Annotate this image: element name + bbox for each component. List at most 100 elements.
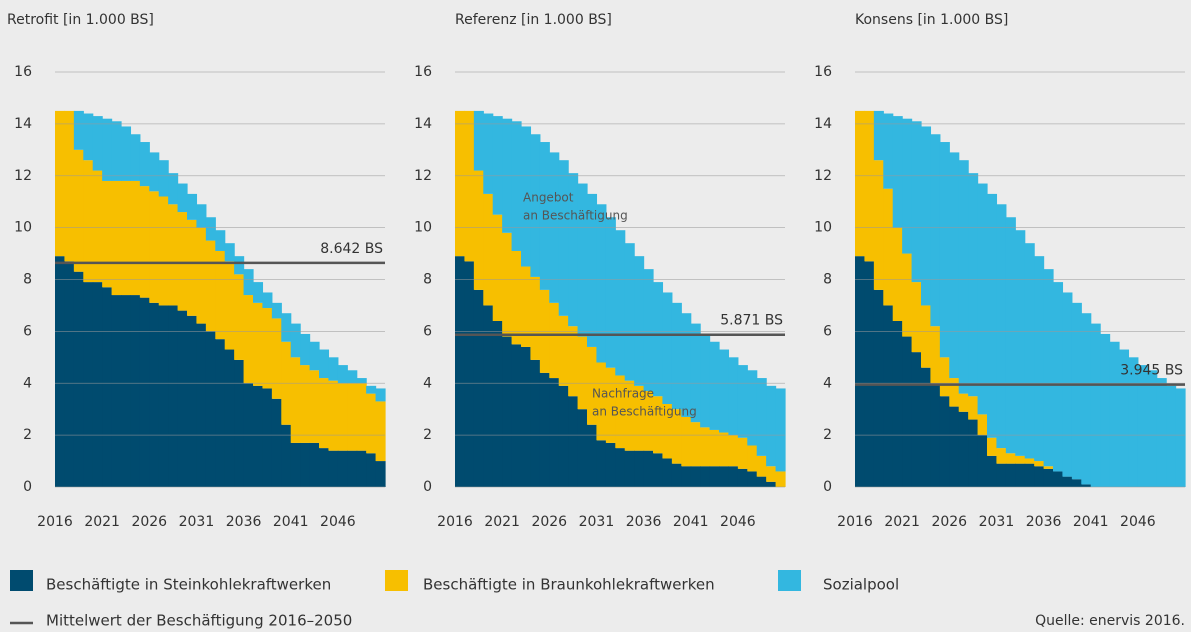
bar-segment (121, 126, 132, 181)
bar-segment (949, 378, 960, 407)
bar-segment (987, 455, 998, 487)
bar-segment (662, 404, 673, 459)
bar-segment (102, 287, 113, 487)
bar-segment (111, 180, 122, 296)
x-tick-label: 2041 (1073, 514, 1109, 530)
bar-segment (1081, 313, 1092, 485)
bar-segment (766, 385, 777, 467)
bar-segment (1071, 479, 1082, 487)
bar-segment (892, 321, 903, 487)
bar-segment (653, 396, 664, 454)
bar-segment (1128, 357, 1139, 487)
x-tick-label: 2041 (673, 514, 709, 530)
bar-segment (662, 292, 673, 404)
bar-segment (892, 116, 903, 228)
bar-segment (709, 429, 720, 467)
bar-segment (262, 292, 273, 309)
bar-segment (1024, 463, 1035, 487)
bar-segment (83, 160, 94, 283)
bar-segment (149, 152, 160, 192)
bar-segment (605, 217, 616, 368)
annotation: Angebot (523, 191, 574, 205)
bar-segment (1053, 282, 1064, 472)
bar-segment (187, 193, 198, 220)
bar-segment (215, 339, 226, 487)
bar-segment (1156, 378, 1167, 487)
y-tick-label: 10 (14, 220, 32, 236)
bar-segment (996, 463, 1007, 487)
bar-segment (977, 414, 988, 436)
bar-segment (873, 160, 884, 290)
bar-segment (549, 302, 560, 379)
bar-segment (977, 435, 988, 487)
mean-label: 3.945 BS (1120, 363, 1183, 379)
bar-segment (253, 282, 264, 303)
bar-segment (121, 180, 132, 296)
bar-segment (83, 282, 94, 487)
bar-segment (1062, 476, 1073, 487)
bar-segment (1053, 471, 1064, 487)
annotation: Nachfrage (592, 387, 654, 401)
bar-segment (1147, 370, 1158, 487)
bar-segment (464, 261, 475, 487)
bar-segment (615, 448, 626, 487)
bar-segment (319, 349, 330, 379)
bar-segment (271, 318, 282, 399)
bar-segment (215, 230, 226, 251)
bar-segment (483, 113, 494, 194)
bar-segment (121, 295, 132, 487)
bar-segment (930, 134, 941, 327)
bar-segment (168, 204, 179, 306)
bar-segment (775, 388, 786, 472)
bar-segment (55, 110, 66, 257)
bar-segment (681, 313, 692, 417)
x-tick-label: 2046 (320, 514, 356, 530)
bar-segment (319, 448, 330, 487)
legend-label: Beschäftigte in Steinkohlekraftwerken (46, 576, 331, 594)
bar-segment (455, 110, 466, 257)
bar-segment (855, 110, 866, 257)
bar-segment (73, 110, 84, 150)
bar-segment (958, 393, 969, 412)
bar-segment (483, 193, 494, 306)
bar-segment (347, 370, 358, 384)
bar-segment (690, 466, 701, 487)
bar-segment (139, 142, 150, 187)
bar-segment (290, 357, 301, 443)
bar-segment (473, 110, 484, 171)
bar-segment (111, 121, 122, 181)
bar-segment (558, 315, 569, 386)
bar-segment (205, 217, 216, 241)
y-tick-label: 2 (423, 427, 432, 443)
bar-segment (766, 481, 777, 487)
bar-segment (949, 406, 960, 487)
bar-segment (158, 160, 169, 197)
bar-segment (262, 308, 273, 389)
bar-segment (549, 378, 560, 487)
bar-segment (873, 110, 884, 161)
bar-segment (1024, 243, 1035, 459)
bar-segment (168, 305, 179, 487)
bar-segment (83, 113, 94, 161)
y-tick-label: 0 (23, 479, 32, 495)
bar-segment (328, 380, 339, 451)
y-tick-label: 12 (814, 168, 832, 184)
y-tick-label: 10 (414, 220, 432, 236)
bar-segment (102, 118, 113, 181)
bar-segment (728, 357, 739, 436)
bar-segment (700, 427, 711, 467)
x-tick-label: 2026 (931, 514, 967, 530)
bar-segment (64, 261, 75, 487)
bar-segment (375, 461, 386, 487)
annotation: an Beschäftigung (523, 209, 628, 223)
legend-swatch (10, 570, 33, 591)
y-tick-label: 6 (23, 323, 32, 339)
bar-segment (737, 365, 748, 438)
bar-segment (883, 113, 894, 189)
bar-segment (1005, 217, 1016, 454)
bar-segment (102, 180, 113, 288)
bar-segment (756, 378, 767, 456)
bar-segment (356, 383, 367, 451)
x-tick-label: 2021 (884, 514, 920, 530)
